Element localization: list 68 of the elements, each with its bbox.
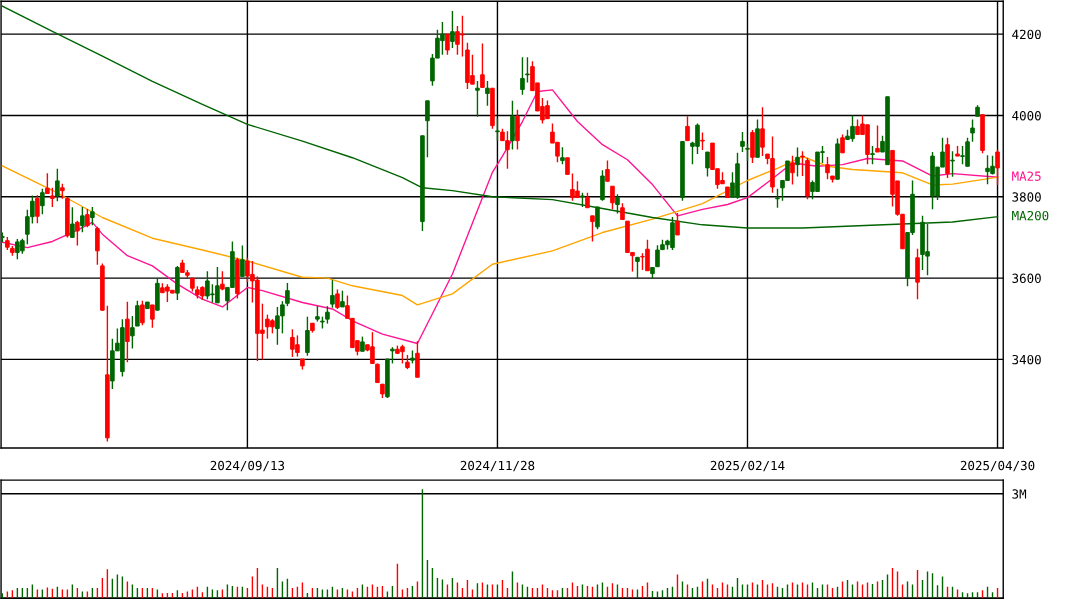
candlestick [450,10,455,49]
candlestick [615,193,620,215]
y-tick-label: 4000 [1012,110,1041,121]
candlestick [330,279,335,309]
candlestick [525,56,530,84]
candlestick [55,168,60,202]
candlestick [135,300,140,327]
candlestick [495,117,500,142]
candlestick [95,226,100,266]
candlestick [445,33,450,56]
candlestick [80,206,85,233]
candlestick [875,124,880,153]
candlestick [125,300,130,363]
candlestick [950,150,955,178]
candlestick [305,316,310,357]
y-tick-label: 3400 [1012,354,1041,365]
candlestick [70,206,75,239]
y-tick-label: 3M [1012,489,1027,499]
candlestick [45,172,50,195]
candlestick [85,208,90,228]
candlestick [90,206,95,226]
candlestick [50,187,55,208]
candlestick [790,155,795,186]
candlestick [675,212,680,236]
candlestick [40,187,45,215]
candlestick [480,42,485,89]
candlestick [475,80,480,118]
candlestick [740,131,745,153]
candlestick [425,100,430,159]
candlestick [335,288,340,310]
candlestick [825,156,830,180]
candlestick [605,159,610,183]
candlestick [775,187,780,209]
candlestick [590,215,595,243]
candlestick [795,146,800,178]
candlestick [840,133,845,154]
candlestick [240,244,245,278]
candlestick [995,148,1000,186]
x-tick-label: 2025/04/30 [960,460,1035,472]
candlestick [685,115,690,142]
y-tick-label: 3600 [1012,273,1041,284]
line-series [1,89,999,345]
candlestick [75,220,80,247]
candlestick [970,118,975,143]
candlestick [415,340,420,378]
candlestick [870,145,875,165]
candlestick [705,151,710,178]
series-label: MA25 [1012,171,1041,181]
candlestick [760,106,765,157]
x-tick-label: 2024/11/28 [460,460,535,472]
candlestick [600,169,605,202]
x-tick-label: 2024/09/13 [210,460,285,472]
candlestick [35,194,40,224]
candlestick [130,315,135,350]
y-tick-label: 3800 [1012,192,1041,202]
candlestick [520,56,525,96]
series-label: MA200 [1012,210,1049,221]
candlestick [285,282,290,307]
candlestick [635,256,640,279]
candlestick [800,150,805,177]
candlestick [610,185,615,211]
candlestick [375,362,380,384]
candlestick [485,80,490,107]
line-series [1,155,999,306]
candlestick [150,304,155,329]
candlestick [140,300,145,326]
y-tick-label: 4200 [1012,29,1041,40]
x-tick-label: 2025/02/14 [710,460,785,472]
